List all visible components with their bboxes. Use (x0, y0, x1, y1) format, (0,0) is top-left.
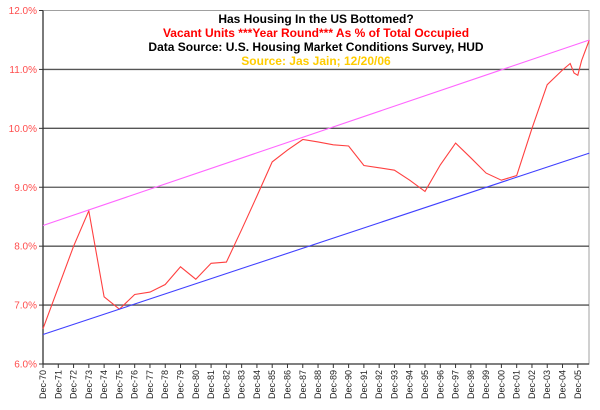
x-tick-label: Dec-98 (466, 370, 476, 399)
x-tick-label: Dec-79 (176, 370, 186, 399)
upper-trend-line (42, 39, 590, 227)
x-tick-label: Dec-94 (405, 370, 415, 399)
chart-title-line: Has Housing In the US Bottomed? (218, 12, 413, 26)
x-tick-label: Dec-78 (160, 370, 170, 399)
x-tick-label: Dec-85 (267, 370, 277, 399)
x-tick-label: Dec-05 (573, 370, 583, 399)
lower-trend-line (42, 152, 590, 336)
x-tick-label: Dec-88 (313, 370, 323, 399)
x-tick-label: Dec-04 (558, 370, 568, 399)
x-tick-label: Dec-96 (435, 370, 445, 399)
x-tick-label: Dec-82 (221, 370, 231, 399)
y-tick-label: 10.0% (9, 124, 37, 135)
x-tick-label: Dec-76 (130, 370, 140, 399)
x-tick-label: Dec-75 (114, 370, 124, 399)
x-tick-label: Dec-72 (69, 370, 79, 399)
x-tick-label: Dec-81 (206, 370, 216, 399)
x-tick-label: Dec-86 (282, 370, 292, 399)
x-tick-label: Dec-89 (328, 370, 338, 399)
x-tick-label: Dec-02 (527, 370, 537, 399)
x-tick-label: Dec-91 (359, 370, 369, 399)
chart-title-line: Data Source: U.S. Housing Market Conditi… (148, 40, 483, 54)
x-tick-label: Dec-01 (512, 370, 522, 399)
x-tick-label: Dec-73 (84, 370, 94, 399)
x-tick-label: Dec-83 (237, 370, 247, 399)
y-tick-label: 11.0% (9, 65, 37, 76)
x-tick-label: Dec-77 (145, 370, 155, 399)
x-tick-label: Dec-97 (451, 370, 461, 399)
y-tick-label: 8.0% (14, 242, 37, 253)
x-tick-label: Dec-93 (389, 370, 399, 399)
chart-title-line: Source: Jas Jain; 12/20/06 (241, 54, 391, 68)
x-tick-label: Dec-74 (99, 370, 109, 399)
x-tick-label: Dec-92 (374, 370, 384, 399)
x-tick-label: Dec-03 (542, 370, 552, 399)
y-tick-label: 12.0% (9, 6, 37, 17)
y-tick-label: 6.0% (14, 360, 37, 371)
x-tick-label: Dec-99 (481, 370, 491, 399)
chart-title-line: Vacant Units ***Year Round*** As % of To… (163, 26, 469, 40)
x-tick-label: Dec-84 (252, 370, 262, 399)
x-tick-label: Dec-87 (298, 370, 308, 399)
vacancy-series-line (42, 39, 590, 329)
x-tick-label: Dec-80 (191, 370, 201, 399)
x-tick-label: Dec-90 (344, 370, 354, 399)
y-tick-label: 7.0% (14, 301, 37, 312)
y-tick-label: 9.0% (14, 183, 37, 194)
x-tick-label: Dec-71 (53, 370, 63, 399)
x-tick-label: Dec-70 (38, 370, 48, 399)
x-tick-label: Dec-95 (420, 370, 430, 399)
x-tick-label: Dec-00 (496, 370, 506, 399)
